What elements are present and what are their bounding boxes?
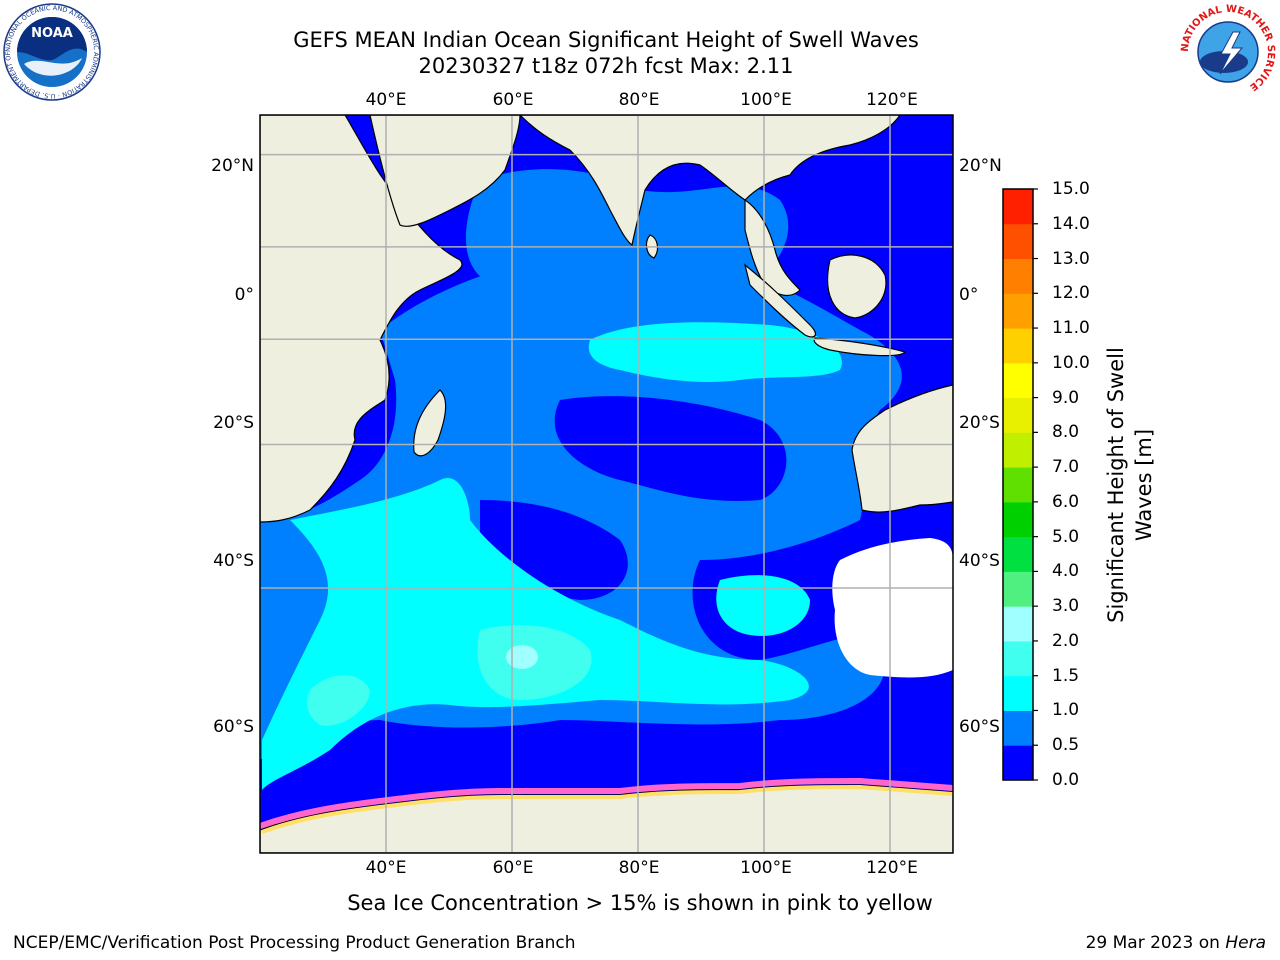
- map-plot-area: [260, 115, 953, 853]
- colorbar-swatch: [1003, 362, 1033, 399]
- lon-tick-bottom: 40°E: [365, 858, 407, 878]
- map-frame: [259, 114, 954, 854]
- land-madagascar: [413, 389, 447, 457]
- colorbar-swatch: [1003, 710, 1033, 746]
- colorbar-swatch: [1003, 328, 1033, 364]
- lat-tick-right: 0°: [959, 285, 979, 305]
- colorbar-swatch: [1003, 397, 1033, 433]
- lat-tick-right: 60°S: [959, 717, 1000, 737]
- colorbar-tick-label: 7.0: [1052, 457, 1080, 478]
- colorbar-tick-label: 11.0: [1052, 318, 1090, 339]
- chart-title: GEFS MEAN Indian Ocean Significant Heigh…: [293, 28, 919, 52]
- lat-tick-left: 60°S: [213, 717, 254, 737]
- lat-tick-right: 40°S: [959, 551, 1000, 571]
- sea-ice-caption: Sea Ice Concentration > 15% is shown in …: [347, 891, 933, 915]
- colorbar-swatch: [1003, 745, 1033, 781]
- lon-tick-top: 60°E: [492, 90, 534, 110]
- colorbar-swatch: [1003, 501, 1033, 538]
- colorbar-tick-label: 10.0: [1052, 352, 1090, 373]
- colorbar-swatch: [1003, 223, 1033, 260]
- lat-tick-left: 20°S: [213, 413, 254, 433]
- colorbar-tick-label: 14.0: [1052, 213, 1090, 234]
- footer-date: 29 Mar 2023 on Hera: [1086, 933, 1266, 953]
- colorbar-tick-label: 1.0: [1052, 700, 1080, 721]
- sea-ice-fringe-yellow: [261, 784, 953, 834]
- noaa-wordmark: NOAA: [31, 26, 73, 41]
- lon-tick-top: 80°E: [618, 90, 660, 110]
- colorbar-swatch: [1003, 536, 1033, 572]
- colorbar-tick-label: 0.5: [1052, 735, 1080, 756]
- noaa-logo: NATIONAL OCEANIC AND ATMOSPHERIC ADMINIS…: [2, 2, 101, 101]
- colorbar-swatch: [1003, 189, 1033, 225]
- colorbar-tick-label: 6.0: [1052, 491, 1080, 512]
- colorbar: [1003, 188, 1038, 781]
- colorbar-tick-label: 2.0: [1052, 630, 1080, 651]
- lat-tick-left: 20°N: [211, 156, 254, 176]
- colorbar-swatch: [1003, 293, 1033, 329]
- lat-tick-right: 20°N: [959, 156, 1002, 176]
- colorbar-tick-label: 13.0: [1052, 248, 1090, 269]
- lon-tick-bottom: 100°E: [740, 858, 792, 878]
- colorbar-tick-label: 9.0: [1052, 387, 1080, 408]
- lon-tick-top: 40°E: [365, 90, 407, 110]
- colorbar-label-line2: Waves [m]: [1132, 429, 1156, 541]
- lon-tick-bottom: 120°E: [866, 858, 918, 878]
- gridlines: [260, 115, 953, 853]
- colorbar-swatch: [1003, 571, 1033, 607]
- colorbar-swatch: [1003, 467, 1033, 503]
- chart-subtitle: 20230327 t18z 072h fcst Max: 2.11: [418, 54, 794, 78]
- colorbar-swatch: [1003, 675, 1033, 711]
- footer-date-text: 29 Mar 2023 on: [1085, 933, 1226, 953]
- land-india-asia: [519, 115, 901, 247]
- colorbar-tick-label: 1.5: [1052, 665, 1080, 686]
- land-australia: [851, 384, 953, 513]
- lon-tick-bottom: 80°E: [618, 858, 660, 878]
- footer-credit: NCEP/EMC/Verification Post Processing Pr…: [13, 933, 576, 953]
- colorbar-swatch: [1003, 258, 1033, 294]
- colorbar-label-line1: Significant Height of Swell: [1104, 347, 1128, 623]
- land-indochina: [744, 198, 801, 297]
- lat-tick-left: 0°: [234, 285, 254, 305]
- colorbar-tick-label: 3.0: [1052, 596, 1080, 617]
- lon-tick-top: 120°E: [866, 90, 918, 110]
- lon-tick-top: 100°E: [740, 90, 792, 110]
- swell-max-zone: [506, 645, 538, 669]
- footer-machine: Hera: [1225, 933, 1266, 953]
- colorbar-swatch: [1003, 606, 1033, 642]
- land-borneo: [827, 254, 887, 319]
- swell-zone-1-0-1-5-east: [716, 575, 810, 636]
- swell-zone-1-0-1-5-equatorial: [588, 322, 842, 382]
- colorbar-tick-label: 15.0: [1052, 179, 1090, 199]
- colorbar-swatch: [1003, 432, 1033, 468]
- lat-tick-left: 40°S: [213, 551, 254, 571]
- swell-zone-1-5-2-0-west: [307, 675, 370, 726]
- colorbar-frame: [1002, 188, 1034, 781]
- nws-logo: NATIONAL WEATHER SERVICE: [1180, 4, 1276, 99]
- colorbar-tick-label: 4.0: [1052, 561, 1080, 582]
- nodata-region: [832, 538, 953, 678]
- swell-zone-dark-central: [554, 396, 787, 501]
- lat-tick-right: 20°S: [959, 413, 1000, 433]
- lon-tick-bottom: 60°E: [492, 858, 534, 878]
- land-java: [813, 337, 907, 357]
- land-sumatra: [743, 263, 817, 338]
- colorbar-swatch: [1003, 640, 1033, 677]
- colorbar-tick-label: 5.0: [1052, 526, 1080, 547]
- colorbar-tick-label: 12.0: [1052, 283, 1090, 304]
- colorbar-tick-label: 8.0: [1052, 422, 1080, 443]
- colorbar-tick-label: 0.0: [1052, 770, 1080, 790]
- sea-ice-fringe-pink: [260, 777, 953, 829]
